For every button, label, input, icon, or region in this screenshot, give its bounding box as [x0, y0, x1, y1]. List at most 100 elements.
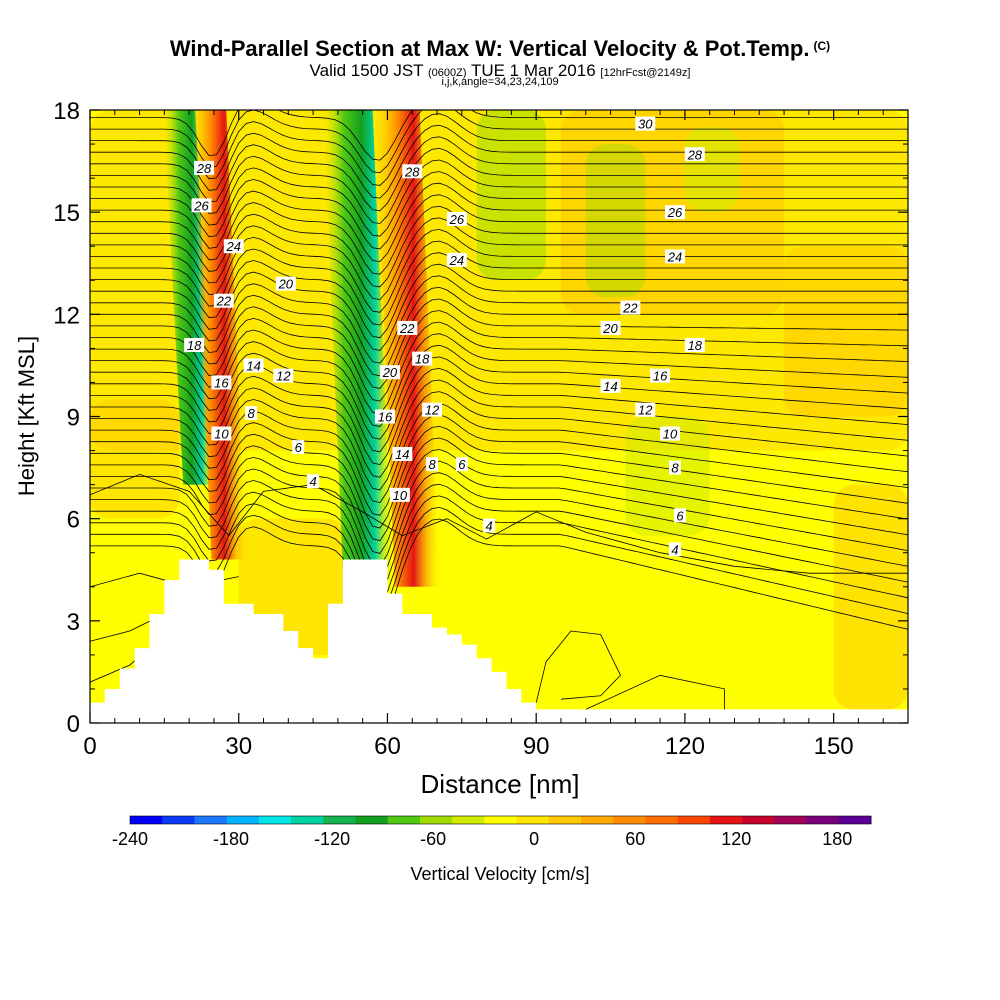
svg-text:12: 12 [276, 369, 291, 384]
contour-label: 16 [374, 409, 395, 425]
svg-text:10: 10 [663, 427, 678, 442]
weak-motion-region [585, 144, 646, 298]
colorbar-swatch [516, 816, 550, 824]
x-tick-label: 0 [83, 733, 96, 760]
isentrope-line [90, 356, 908, 453]
contour-label: 4 [483, 518, 496, 533]
svg-text:28: 28 [196, 161, 212, 176]
contour-label: 26 [446, 211, 467, 227]
colorbar-tick-label: 0 [529, 829, 539, 849]
colorbar-swatch [484, 816, 518, 824]
svg-text:20: 20 [602, 321, 618, 336]
colorbar-swatch [355, 816, 389, 824]
svg-text:14: 14 [395, 447, 409, 462]
isentrope-line [90, 495, 908, 605]
forecast-info: [12hrFcst@2149z] [600, 67, 691, 79]
svg-text:8: 8 [248, 406, 256, 421]
colorbar-swatch [387, 816, 421, 824]
weak-motion-region [784, 246, 908, 417]
svg-text:28: 28 [404, 164, 420, 179]
isentrope-line [90, 263, 908, 351]
y-tick-label: 9 [67, 405, 80, 432]
svg-text:26: 26 [193, 198, 209, 213]
weak-motion-region [90, 399, 180, 519]
contour-label: 28 [684, 147, 705, 162]
isentrope-line [90, 506, 908, 618]
svg-text:28: 28 [687, 147, 703, 162]
svg-text:30: 30 [638, 117, 653, 132]
isentrope-line [90, 472, 908, 580]
isentrope-line [90, 379, 908, 478]
colorbar-label: Vertical Velocity [cm/s] [410, 864, 589, 884]
y-tick-label: 6 [67, 507, 80, 534]
svg-text:10: 10 [214, 427, 229, 442]
isentrope-line [90, 275, 908, 364]
weak-motion-region [833, 484, 908, 710]
svg-text:6: 6 [676, 508, 684, 523]
isentrope-line [90, 110, 908, 161]
y-axis-title: Height [Kft MSL] [14, 336, 39, 496]
svg-text:14: 14 [246, 358, 260, 373]
colorbar-tick-label: -180 [213, 829, 249, 849]
svg-text:16: 16 [214, 375, 229, 390]
colorbar-swatch [130, 816, 163, 824]
isentrope-line [90, 437, 908, 542]
svg-text:6: 6 [295, 440, 303, 455]
svg-text:26: 26 [449, 212, 465, 227]
isentrope-line [90, 402, 908, 504]
colorbar-swatch [742, 816, 775, 824]
isentrope-line [90, 171, 908, 250]
contour-label: 10 [211, 426, 232, 442]
contour-label: 14 [392, 446, 413, 462]
colorbar-swatch [645, 816, 679, 824]
isentrope-line [90, 110, 908, 174]
svg-text:8: 8 [671, 461, 679, 476]
svg-text:18: 18 [187, 338, 202, 353]
isentrope-line [90, 240, 908, 326]
x-tick-label: 120 [665, 733, 705, 760]
isentrope-line [90, 518, 908, 630]
isentrope-line [90, 310, 908, 402]
contour-label: 26 [664, 205, 685, 220]
contour-label: 8 [426, 457, 439, 472]
colorbar-tick-label: -60 [420, 829, 446, 849]
weak-motion-region [684, 127, 740, 213]
isentrope-line [90, 414, 908, 516]
svg-text:18: 18 [415, 352, 430, 367]
colorbar-swatch [194, 816, 228, 824]
contour-label: 24 [223, 239, 244, 254]
contour-label: 18 [684, 337, 705, 353]
svg-text:22: 22 [622, 301, 638, 316]
contour-label: 24 [664, 249, 685, 264]
svg-text:12: 12 [425, 403, 440, 418]
contour-label: 12 [635, 402, 656, 418]
svg-text:4: 4 [309, 474, 316, 489]
colorbar-swatch [452, 816, 485, 824]
svg-text:16: 16 [653, 369, 668, 384]
isentrope-line [535, 630, 621, 703]
contour-label: 16 [650, 368, 671, 384]
isentrope-line [90, 425, 908, 529]
updraft-column [191, 110, 247, 560]
isentrope-line [90, 217, 908, 301]
isentrope-line [90, 344, 908, 440]
contour-label: 10 [660, 426, 681, 442]
svg-text:22: 22 [399, 321, 415, 336]
colorbar-tick-label: 60 [625, 829, 645, 849]
x-tick-label: 60 [374, 733, 401, 760]
updraft-column [375, 110, 440, 587]
isentrope-line [585, 674, 725, 710]
isentrope-line [90, 483, 908, 592]
valid-date: TUE 1 Mar 2016 [470, 61, 596, 80]
chart-title-text: Wind-Parallel Section at Max W: Vertical… [169, 36, 810, 61]
isentrope-line [90, 136, 908, 212]
contour-label: 28 [194, 160, 215, 176]
svg-text:24: 24 [667, 249, 682, 264]
svg-text:4: 4 [671, 542, 678, 557]
colorbar-swatch [258, 816, 292, 824]
colorbar-swatch [709, 816, 743, 824]
colorbar-swatch [774, 816, 808, 824]
isentrope-line [90, 321, 908, 415]
colorbar-swatch [806, 816, 840, 824]
colorbar-swatch [419, 816, 453, 824]
